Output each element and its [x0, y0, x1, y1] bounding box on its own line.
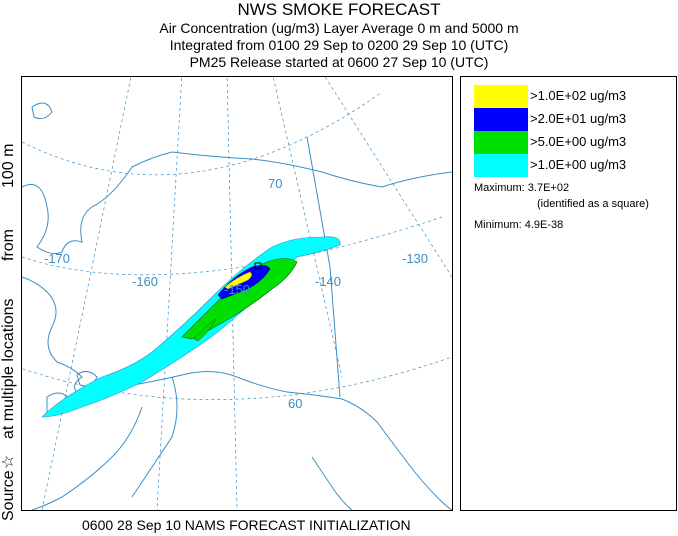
lon-label-150: -150	[224, 282, 250, 297]
lon-label-140: -140	[315, 274, 341, 289]
legend-swatch-green	[474, 131, 528, 154]
integration-period: Integrated from 0100 29 Sep to 0200 29 S…	[169, 37, 509, 53]
legend-item: >2.0E+01 ug/m3	[474, 108, 674, 131]
minimum-value: Minimum: 4.9E-38	[474, 219, 564, 231]
forecast-title: NWS SMOKE FORECAST	[237, 0, 441, 19]
meridian-150	[226, 77, 238, 510]
lat-label-60: 60	[288, 396, 302, 411]
legend-swatch-cyan	[474, 154, 528, 177]
release-start: PM25 Release started at 0600 27 Sep 10 (…	[189, 54, 489, 70]
aleutian-chain	[31, 406, 143, 510]
lon-label-170: -170	[44, 251, 70, 266]
legend-item: >5.0E+00 ug/m3	[474, 131, 674, 154]
plume-contour-5	[193, 318, 217, 342]
legend-label: >1.0E+02 ug/m3	[530, 88, 627, 103]
legend-panel: >1.0E+02 ug/m3 >2.0E+01 ug/m3 >5.0E+00 u…	[460, 76, 677, 511]
panhandle-coast	[311, 456, 353, 510]
legend-label: >2.0E+01 ug/m3	[530, 111, 627, 126]
meridian-170	[41, 77, 132, 510]
lon-label-130: -130	[402, 251, 428, 266]
source-star-icon: ☆	[0, 454, 17, 469]
coastlines	[22, 102, 452, 510]
lat-label-70: 70	[268, 176, 282, 191]
maximum-note: (identified as a square)	[537, 198, 649, 210]
nunivak-island	[76, 371, 98, 387]
meridian-140	[272, 77, 343, 378]
legend-swatch-yellow	[474, 85, 528, 108]
smoke-plume	[41, 236, 341, 418]
legend-item: >1.0E+00 ug/m3	[474, 154, 674, 177]
legend-item: >1.0E+02 ug/m3	[474, 85, 674, 108]
maximum-value: Maximum: 3.7E+02	[474, 182, 570, 194]
parallel-70	[22, 91, 383, 176]
source-from-text: from	[0, 229, 17, 261]
source-word: Source	[0, 470, 17, 521]
meridian-130	[324, 77, 452, 278]
legend-label: >1.0E+00 ug/m3	[530, 157, 627, 172]
alaska-peninsula	[131, 376, 178, 498]
south-coast	[22, 276, 452, 510]
wrangel-island	[31, 102, 53, 120]
legend-swatch-blue	[474, 108, 528, 131]
maximum-square	[254, 262, 262, 270]
forecast-initialization: 0600 28 Sep 10 NAMS FORECAST INITIALIZAT…	[82, 517, 411, 533]
coordinate-labels: -170 -160 -150 -140 -130 70 60	[44, 176, 428, 411]
border-line	[306, 136, 341, 398]
lon-label-160: -160	[132, 274, 158, 289]
parallel-60	[22, 356, 452, 400]
map-panel: -170 -160 -150 -140 -130 70 60	[21, 76, 453, 511]
plume-contour-4	[224, 271, 252, 290]
smoke-map: -170 -160 -150 -140 -130 70 60	[22, 77, 452, 510]
plume-contour-3	[217, 265, 271, 300]
concentration-description: Air Concentration (ug/m3) Layer Average …	[159, 20, 519, 36]
source-locations-text: at multiple locations	[0, 298, 17, 439]
north-coast	[22, 151, 452, 255]
graticule	[22, 77, 452, 510]
source-height-text: 100 m	[0, 143, 17, 188]
legend-label: >5.0E+00 ug/m3	[530, 134, 627, 149]
parallel-65	[22, 216, 443, 276]
meridian-160	[156, 77, 183, 510]
plume-contour-2	[181, 258, 298, 340]
source-side-label: Source ☆ at multiple locations from 100 …	[0, 71, 19, 521]
